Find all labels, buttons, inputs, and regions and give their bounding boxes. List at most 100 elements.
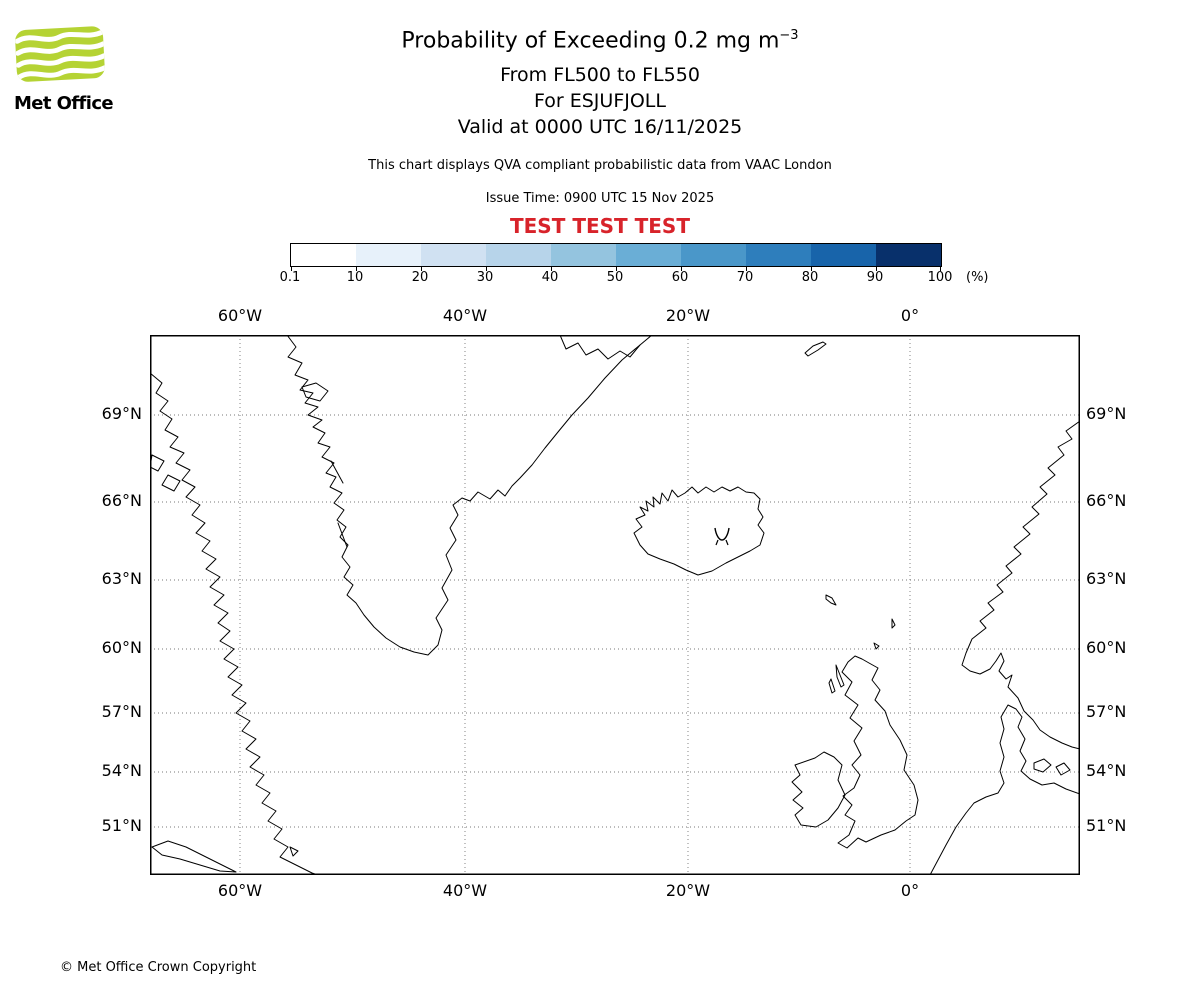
- newfoundland-islet: [289, 846, 299, 857]
- colorbar-segment: [356, 244, 421, 266]
- map-border: [150, 335, 1080, 875]
- y-tick-label: 63°N: [101, 569, 142, 588]
- colorbar-segment: [876, 244, 941, 266]
- met-office-wordmark: Met Office: [14, 93, 114, 114]
- longitude-labels-top: 60°W 40°W 20°W 0°: [150, 306, 1080, 328]
- colorbar-segment: [616, 244, 681, 266]
- y-tick-label: 63°N: [1086, 569, 1127, 588]
- ireland-coastline: [791, 751, 846, 828]
- y-tick-label: 66°N: [101, 491, 142, 510]
- newfoundland-coastline: [151, 840, 237, 873]
- hebrides-island-2: [828, 678, 836, 694]
- faroe-islands: [825, 594, 837, 606]
- colorbar-tick-label: 100: [927, 270, 953, 285]
- y-tick-label: 60°N: [101, 638, 142, 657]
- colorbar-segment: [811, 244, 876, 266]
- y-tick-label: 57°N: [1086, 702, 1127, 721]
- colorbar-tick: [291, 267, 292, 271]
- y-tick-label: 69°N: [101, 404, 142, 423]
- colorbar-tick-label: 20: [411, 270, 429, 285]
- colorbar-tick-label: 80: [801, 270, 819, 285]
- longitude-labels-bottom: 60°W 40°W 20°W 0°: [150, 881, 1080, 903]
- probability-colorbar: [290, 243, 942, 271]
- denmark-continental-coastline: [929, 704, 1080, 875]
- y-tick-label: 51°N: [1086, 816, 1127, 835]
- labrador-island-2: [161, 474, 181, 492]
- page-title: Probability of Exceeding 0.2 mg m−3: [401, 28, 799, 54]
- colorbar-tick: [811, 267, 812, 271]
- copyright-notice: © Met Office Crown Copyright: [60, 960, 257, 975]
- x-tick-label: 40°W: [442, 306, 488, 325]
- great-britain-coastline: [837, 655, 919, 849]
- x-tick-label: 20°W: [665, 306, 711, 325]
- colorbar-segment: [486, 244, 551, 266]
- latitude-labels-right: 69°N 66°N 63°N 60°N 57°N 54°N 51°N: [1086, 335, 1166, 875]
- colorbar-labels: 0.1 10 20 30 40 50 60 70 80 90 100 (%): [280, 270, 1010, 288]
- greenland-fjord-detail: [559, 335, 641, 360]
- colorbar-tick-label: 10: [346, 270, 364, 285]
- colorbar-tick: [551, 267, 552, 271]
- x-tick-label: 0°: [900, 306, 920, 325]
- greenland-glacier-mark-2: [337, 522, 348, 548]
- subtitle-valid-time: Valid at 0000 UTC 16/11/2025: [457, 116, 743, 138]
- x-tick-label: 20°W: [665, 881, 711, 900]
- coastlines: [150, 335, 1080, 875]
- colorbar-tick: [681, 267, 682, 271]
- subtitle-volcano: For ESJUFJOLL: [534, 90, 666, 112]
- y-tick-label: 57°N: [101, 702, 142, 721]
- colorbar-segment: [746, 244, 811, 266]
- norway-coastline: [961, 420, 1080, 750]
- y-tick-label: 60°N: [1086, 638, 1127, 657]
- orkney-islands: [873, 642, 880, 650]
- map-canvas: [150, 335, 1080, 875]
- met-office-logo-mark: [14, 26, 106, 82]
- labrador-island-1: [150, 454, 165, 472]
- colorbar-tick: [356, 267, 357, 271]
- x-tick-label: 40°W: [442, 881, 488, 900]
- x-tick-label: 60°W: [217, 881, 263, 900]
- y-tick-label: 54°N: [101, 761, 142, 780]
- y-tick-label: 69°N: [1086, 404, 1127, 423]
- colorbar-unit-label: (%): [966, 270, 989, 285]
- labrador-coastline: [150, 372, 319, 875]
- y-tick-label: 66°N: [1086, 491, 1127, 510]
- colorbar-segment: [551, 244, 616, 266]
- x-tick-label: 0°: [900, 881, 920, 900]
- graticule: [150, 335, 1080, 875]
- colorbar-tick-label: 90: [866, 270, 884, 285]
- colorbar-tick: [616, 267, 617, 271]
- colorbar-tick: [486, 267, 487, 271]
- colorbar-tick-label: 40: [541, 270, 559, 285]
- y-tick-label: 54°N: [1086, 761, 1127, 780]
- colorbar-tick-label: 60: [671, 270, 689, 285]
- colorbar-segment: [291, 244, 356, 266]
- danish-island-zealand: [1033, 758, 1052, 773]
- greenland-coastline: [286, 335, 653, 656]
- colorbar-segment: [681, 244, 746, 266]
- colorbar-tick: [940, 267, 941, 271]
- colorbar-tick-label: 0.1: [279, 270, 301, 285]
- colorbar-segment: [421, 244, 486, 266]
- chart-description: This chart displays QVA compliant probab…: [368, 158, 832, 173]
- iceland-coastline: [633, 486, 765, 576]
- volcano-icon: [714, 527, 730, 546]
- met-office-logo: Met Office: [14, 24, 124, 114]
- hebrides-island-1: [835, 664, 845, 688]
- colorbar-tick-label: 30: [476, 270, 494, 285]
- colorbar-tick-label: 50: [606, 270, 624, 285]
- colorbar-tick-label: 70: [736, 270, 754, 285]
- subtitle-flight-levels: From FL500 to FL550: [500, 64, 700, 86]
- jan-mayen-island: [804, 341, 827, 357]
- colorbar-tick: [746, 267, 747, 271]
- disko-island: [301, 382, 329, 402]
- x-tick-label: 60°W: [217, 306, 263, 325]
- shetland-islands: [891, 618, 896, 629]
- colorbar-tick: [421, 267, 422, 271]
- latitude-labels-left: 69°N 66°N 63°N 60°N 57°N 54°N 51°N: [62, 335, 142, 875]
- y-tick-label: 51°N: [101, 816, 142, 835]
- danish-island-funen: [1055, 762, 1071, 776]
- colorbar-tick: [876, 267, 877, 271]
- test-banner: TEST TEST TEST: [510, 214, 690, 238]
- greenland-glacier-mark-1: [330, 460, 344, 484]
- title-exponent: −3: [779, 28, 799, 43]
